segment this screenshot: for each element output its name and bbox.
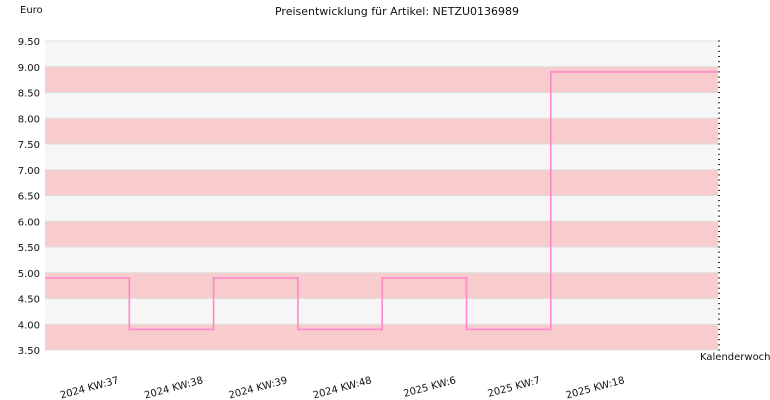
y-tick-label: 9.00 bbox=[18, 63, 40, 74]
y-tick-label: 7.50 bbox=[18, 140, 40, 151]
right-minor-ticks bbox=[718, 40, 720, 351]
x-tick-label: 2024 KW:38 bbox=[143, 375, 204, 400]
plot-bands bbox=[45, 41, 718, 350]
y-tick-label: 4.00 bbox=[18, 320, 40, 331]
plot-band bbox=[45, 221, 718, 247]
y-tick-label: 4.50 bbox=[18, 295, 40, 306]
price-series-line bbox=[45, 71, 718, 331]
x-tick-label: 2024 KW:39 bbox=[228, 375, 289, 400]
x-tick-label: 2025 KW:18 bbox=[565, 375, 626, 400]
x-tick-label: 2025 KW:7 bbox=[487, 375, 542, 400]
y-tick-label: 3.50 bbox=[18, 346, 40, 357]
y-tick-label: 6.50 bbox=[18, 192, 40, 203]
grid-lines bbox=[45, 40, 718, 351]
chart-title: Preisentwicklung für Artikel: NETZU01369… bbox=[275, 5, 519, 18]
x-axis-labels: 2024 KW:37 2024 KW:38 2024 KW:39 2024 KW:48… bbox=[59, 375, 626, 400]
plot-band bbox=[45, 195, 718, 222]
price-series bbox=[45, 71, 718, 331]
plot-band bbox=[45, 144, 718, 170]
plot-band bbox=[45, 169, 718, 196]
plot-band bbox=[45, 66, 718, 93]
y-axis-ticks: 3.50 4.00 4.50 5.00 5.50 6.00 6.50 7.00 7.50 8.00… bbox=[18, 37, 40, 357]
x-tick-label: 2025 KW:6 bbox=[402, 375, 457, 400]
y-tick-label: 6.00 bbox=[18, 217, 40, 228]
y-tick-label: 8.50 bbox=[18, 89, 40, 100]
x-axis-label: Kalenderwoche bbox=[700, 352, 770, 363]
y-axis-label: Euro bbox=[20, 5, 43, 16]
plot-band bbox=[45, 118, 718, 144]
y-tick-label: 9.50 bbox=[18, 37, 40, 48]
plot-band bbox=[45, 92, 718, 119]
x-tick-label: 2024 KW:48 bbox=[312, 375, 373, 400]
plot-band bbox=[45, 247, 718, 273]
plot-band bbox=[45, 41, 718, 67]
y-tick-label: 5.00 bbox=[18, 269, 40, 280]
x-tick-label: 2024 KW:37 bbox=[59, 375, 120, 400]
y-tick-label: 8.00 bbox=[18, 114, 40, 125]
y-tick-label: 7.00 bbox=[18, 166, 40, 177]
y-tick-label: 5.50 bbox=[18, 243, 40, 254]
